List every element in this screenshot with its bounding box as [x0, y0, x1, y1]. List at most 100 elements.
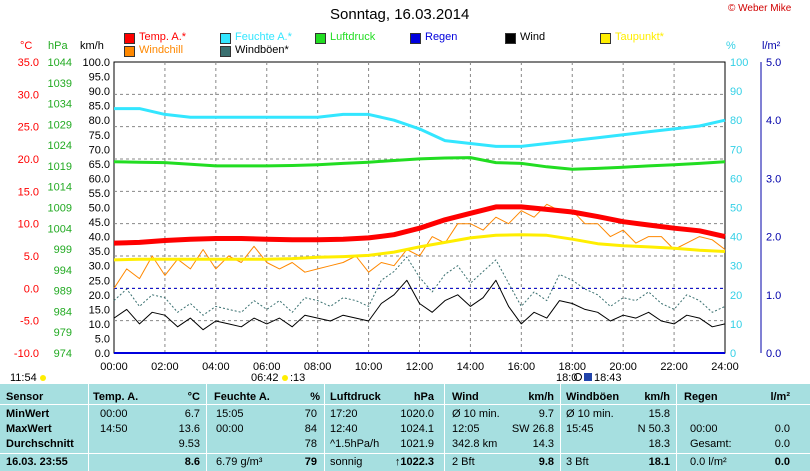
wind-tick-label: 40.0: [89, 232, 110, 244]
wind-unit: km/h: [80, 40, 104, 52]
wind-tick-label: 55.0: [89, 188, 110, 200]
series-wind: [113, 279, 726, 331]
time-tick-label: 06:00: [253, 361, 281, 373]
rain-value: 0.0: [774, 438, 790, 450]
hum-tick-label: 100: [730, 57, 748, 69]
temp-tick-label: 10.0: [18, 219, 39, 231]
press-tick-label: 974: [54, 348, 72, 360]
hum-tick-label: 90: [730, 86, 742, 98]
press-value: 1021.9: [400, 438, 434, 450]
weather-chart: 35.0 30.0 25.0 20.0 15.0 10.0 5.0 0.0 -5.0 -10.0 1…: [14, 57, 781, 373]
wind-tick-label: 60.0: [89, 173, 110, 185]
rain-time: 0.0 l/m²: [690, 456, 727, 468]
temp-unit: °C: [20, 40, 33, 52]
time-tick-label: 04:00: [202, 361, 230, 373]
header-temp-unit: °C: [187, 391, 200, 403]
wind-tick-label: 30.0: [89, 261, 110, 273]
hum-tick-label: 20: [730, 290, 742, 302]
wind-tick-label: 0.0: [95, 348, 110, 360]
time-tick-label: 14:00: [457, 361, 485, 373]
gust-time: 3 Bft: [566, 456, 589, 468]
series-taupunkt: [113, 233, 726, 262]
press-time: sonnig: [330, 456, 363, 468]
legend-swatch: [410, 33, 421, 44]
wind-tick-label: 85.0: [89, 101, 110, 113]
wind-time: 342.8 km: [452, 438, 498, 450]
hum-tick-label: 70: [730, 144, 742, 156]
wind-value: 9.7: [538, 408, 554, 420]
press-tick-label: 1044: [48, 57, 72, 69]
rain-unit: l/m²: [762, 40, 781, 52]
rain-tick-label: 5.0: [766, 57, 781, 69]
stats-table: Sensor Temp. A. °C Feuchte A.% Luftdruck hPa W…: [0, 384, 810, 471]
time-tick-label: 08:00: [304, 361, 332, 373]
time-tick-label: 16:00: [508, 361, 536, 373]
rain-time: Gesamt:: [690, 438, 732, 450]
press-tick-label: 1009: [48, 203, 72, 215]
time-tick-label: 20:00: [609, 361, 637, 373]
legend-label: Taupunkt*: [615, 31, 664, 43]
gust-value: 18.1: [648, 456, 670, 468]
sunset-icon: [584, 373, 592, 381]
header-hum-unit: %: [310, 391, 320, 403]
temp-time: 14:50: [100, 423, 128, 435]
legend-swatch: [315, 33, 326, 44]
grid: [114, 62, 725, 353]
hum-tick-label: 30: [730, 261, 742, 273]
series-windchill: [113, 203, 726, 289]
axis-ticks: 35.0 30.0 25.0 20.0 15.0 10.0 5.0 0.0 -5.0 -10.0 1…: [14, 57, 781, 373]
gust-value: N 50.3: [637, 423, 670, 435]
temp-tick-label: 35.0: [18, 57, 39, 69]
wind-tick-label: 65.0: [89, 159, 110, 171]
hum-time: 6.79 g/m³: [216, 456, 263, 468]
column-separator: [206, 384, 207, 471]
legend-label: Wind: [520, 31, 546, 43]
column-separator: [444, 384, 445, 471]
wind-time: 2 Bft: [452, 456, 475, 468]
gust-time: 15:45: [566, 423, 594, 435]
header-press: Luftdruck: [330, 391, 381, 403]
wind-tick-label: 35.0: [89, 246, 110, 258]
time-tick-label: 00:00: [100, 361, 128, 373]
header-press-unit: hPa: [413, 391, 434, 403]
legend-swatch: [505, 33, 516, 44]
press-time: ^1.5hPa/h: [330, 438, 380, 450]
legend-swatch: [124, 33, 135, 44]
wind-tick-label: 70.0: [89, 144, 110, 156]
gust-value: 15.8: [648, 408, 670, 420]
moon-icon: [574, 373, 582, 381]
wind-time: Ø 10 min.: [452, 408, 500, 420]
press-tick-label: 1024: [48, 140, 72, 152]
series-windb-en: [113, 256, 726, 316]
legend-label: Windböen*: [235, 44, 289, 56]
series-group: [113, 107, 726, 354]
column-separator: [676, 384, 677, 471]
legend-label: Luftdruck: [330, 31, 376, 43]
column-separator: [324, 384, 325, 471]
press-tick-label: 999: [54, 244, 72, 256]
sunset-suffix: 18:43: [594, 372, 622, 384]
rain-tick-label: 1.0: [766, 290, 781, 302]
press-tick-label: 1029: [48, 119, 72, 131]
hum-tick-label: 50: [730, 203, 742, 215]
hum-tick-label: 10: [730, 319, 742, 331]
time-tick-label: 24:00: [711, 361, 739, 373]
time-tick-label: 22:00: [660, 361, 688, 373]
header-wind: Wind: [452, 391, 479, 403]
rain-tick-label: 3.0: [766, 173, 781, 185]
wind-tick-label: 80.0: [89, 115, 110, 127]
header-wind-unit: km/h: [528, 391, 554, 403]
sunset-label: 18:0: [556, 372, 578, 384]
temp-tick-label: 30.0: [18, 89, 39, 101]
temp-tick-label: 0.0: [24, 283, 39, 295]
sunrise-icon: [282, 375, 288, 381]
legend-swatch: [600, 33, 611, 44]
hum-value: 84: [304, 423, 317, 435]
temp-tick-label: 20.0: [18, 154, 39, 166]
copyright: © Weber Mike: [728, 3, 792, 14]
rain-tick-label: 4.0: [766, 115, 781, 127]
temp-tick-label: 15.0: [18, 186, 39, 198]
gust-time: Ø 10 min.: [566, 408, 614, 420]
time-tick-label: 12:00: [406, 361, 434, 373]
time-tick-label: 02:00: [151, 361, 179, 373]
